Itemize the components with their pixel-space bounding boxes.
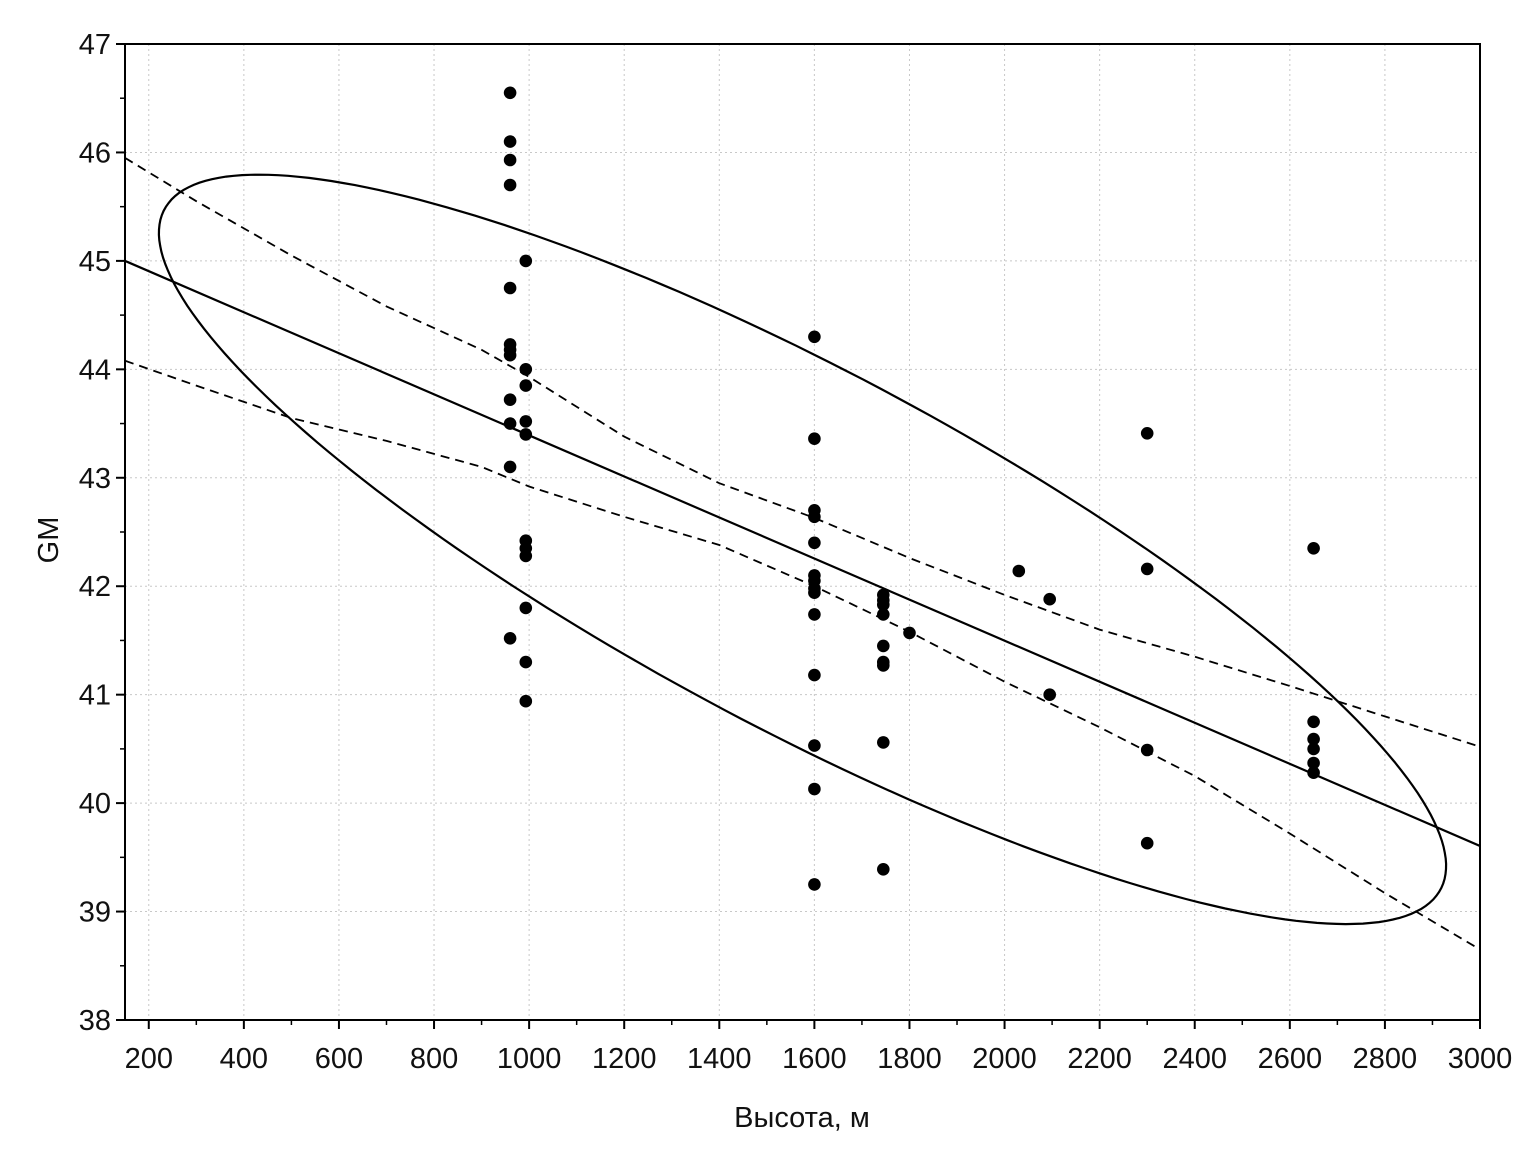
data-point — [503, 417, 517, 430]
data-point — [519, 694, 533, 708]
data-point — [503, 86, 517, 100]
data-point — [808, 432, 821, 446]
data-point — [808, 739, 821, 752]
x-tick-label: 3000 — [1448, 1043, 1513, 1075]
data-point — [1043, 688, 1056, 701]
data-point — [877, 608, 890, 621]
x-tick-label: 1800 — [877, 1043, 942, 1075]
x-tick-label: 2000 — [972, 1043, 1037, 1075]
x-tick-label: 1000 — [497, 1043, 562, 1075]
data-point — [808, 782, 821, 796]
data-point — [1140, 427, 1154, 440]
data-point — [1307, 766, 1320, 779]
data-point — [877, 736, 890, 749]
y-tick-label: 47 — [79, 29, 111, 61]
data-point — [808, 536, 821, 550]
data-point — [503, 460, 517, 474]
x-tick-label: 1600 — [782, 1043, 847, 1075]
data-point — [503, 348, 517, 362]
axes: 200 400 600 800 1000 1200 1400 1600 1800 2000 2200… — [79, 29, 1513, 1075]
data-point — [1012, 564, 1026, 578]
y-tick-label: 41 — [79, 680, 111, 712]
data-points — [503, 86, 1320, 891]
x-tick-label: 2600 — [1258, 1043, 1323, 1075]
y-axis-title: GM — [33, 517, 65, 564]
x-tick-label: 2200 — [1067, 1043, 1132, 1075]
confidence-band-lower — [125, 359, 1480, 951]
data-point — [808, 878, 821, 891]
y-tick-label: 44 — [79, 354, 111, 386]
data-point — [1140, 743, 1154, 757]
data-point — [503, 393, 517, 407]
data-point — [877, 639, 890, 653]
confidence-band-upper — [125, 157, 1480, 748]
data-point — [808, 330, 821, 344]
data-point — [1043, 592, 1056, 606]
data-point — [519, 379, 533, 392]
y-tick-label: 38 — [79, 1005, 111, 1037]
data-point — [1307, 542, 1320, 555]
y-tick-label: 46 — [79, 137, 111, 169]
data-point — [877, 863, 890, 876]
data-point — [808, 510, 821, 524]
x-tick-label: 800 — [410, 1043, 458, 1075]
data-point — [519, 601, 533, 615]
data-point — [503, 178, 517, 192]
data-point — [808, 668, 821, 682]
data-point — [519, 363, 533, 376]
plot-frame — [124, 43, 1481, 1021]
data-point — [503, 632, 517, 645]
data-point — [1140, 836, 1154, 850]
data-point — [503, 281, 517, 295]
data-point — [519, 549, 533, 563]
data-point — [519, 415, 533, 428]
data-point — [1140, 562, 1154, 576]
regression-line — [125, 259, 1480, 847]
data-point — [877, 598, 890, 611]
data-point — [808, 586, 821, 599]
data-point — [1307, 732, 1320, 746]
x-tick-label: 2400 — [1162, 1043, 1227, 1075]
data-point — [808, 608, 821, 621]
data-point — [1307, 756, 1320, 770]
x-tick-label: 600 — [315, 1043, 363, 1075]
grid — [125, 43, 1481, 1021]
y-tick-label: 42 — [79, 571, 111, 603]
y-tick-label: 39 — [79, 897, 111, 929]
fit-lines — [125, 157, 1480, 951]
data-point — [1307, 715, 1320, 729]
x-axis-title: Высота, м — [734, 1102, 870, 1134]
data-point — [877, 659, 890, 672]
y-tick-label: 40 — [79, 788, 111, 820]
x-tick-label: 400 — [220, 1043, 268, 1075]
data-point — [519, 254, 533, 268]
x-tick-label: 1400 — [687, 1043, 752, 1075]
data-point — [503, 135, 517, 148]
y-tick-label: 43 — [79, 463, 111, 495]
confidence-ellipse — [157, 173, 1448, 926]
x-tick-label: 2800 — [1353, 1043, 1418, 1075]
data-point — [519, 428, 533, 441]
data-point — [1307, 742, 1320, 756]
data-point — [503, 153, 517, 167]
data-point — [903, 626, 916, 640]
data-point — [519, 655, 533, 669]
y-tick-label: 45 — [79, 246, 111, 278]
x-tick-label: 200 — [125, 1043, 173, 1075]
x-tick-label: 1200 — [592, 1043, 657, 1075]
